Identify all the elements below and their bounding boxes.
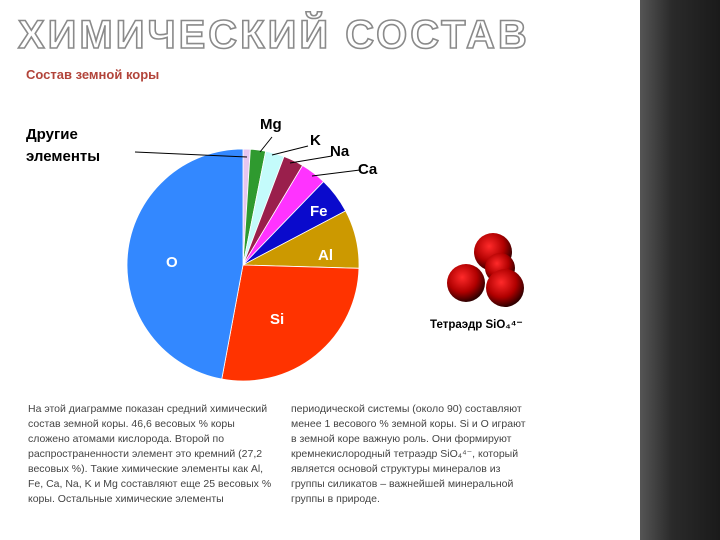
paragraph: На этой диаграмме показан средний химиче… bbox=[28, 403, 272, 505]
slice-label: Fe bbox=[310, 203, 328, 220]
slice-label: Ca bbox=[358, 161, 378, 178]
leader-line bbox=[271, 145, 309, 156]
slice-label: Mg bbox=[260, 116, 282, 133]
pie-slice bbox=[126, 148, 244, 380]
chart-title: Состав земной коры bbox=[26, 67, 159, 82]
leader-lines bbox=[134, 136, 361, 177]
leader-line bbox=[134, 151, 248, 158]
paragraph: периодической системы (около 90) составл… bbox=[291, 403, 526, 505]
figure-caption: Тетраэдр SiO₄⁴⁻ bbox=[430, 319, 523, 331]
tetrahedron bbox=[447, 233, 524, 307]
slice-label: K bbox=[310, 132, 321, 149]
slide-title: ХИМИЧЕСКИЙ СОСТАВ bbox=[18, 11, 530, 57]
slice-label: Na bbox=[330, 143, 350, 160]
leader-line bbox=[311, 169, 361, 177]
slice-label: Другие элементы bbox=[26, 126, 101, 165]
slice-label: O bbox=[166, 254, 178, 271]
pie-slice bbox=[221, 264, 360, 382]
side-bar bbox=[640, 0, 720, 540]
slice-label: Si bbox=[270, 311, 285, 328]
atom bbox=[486, 269, 524, 307]
slice-label: Al bbox=[318, 247, 333, 264]
atom bbox=[447, 264, 485, 302]
pie bbox=[126, 148, 360, 382]
leader-line bbox=[259, 136, 273, 153]
leader-line bbox=[289, 155, 333, 164]
